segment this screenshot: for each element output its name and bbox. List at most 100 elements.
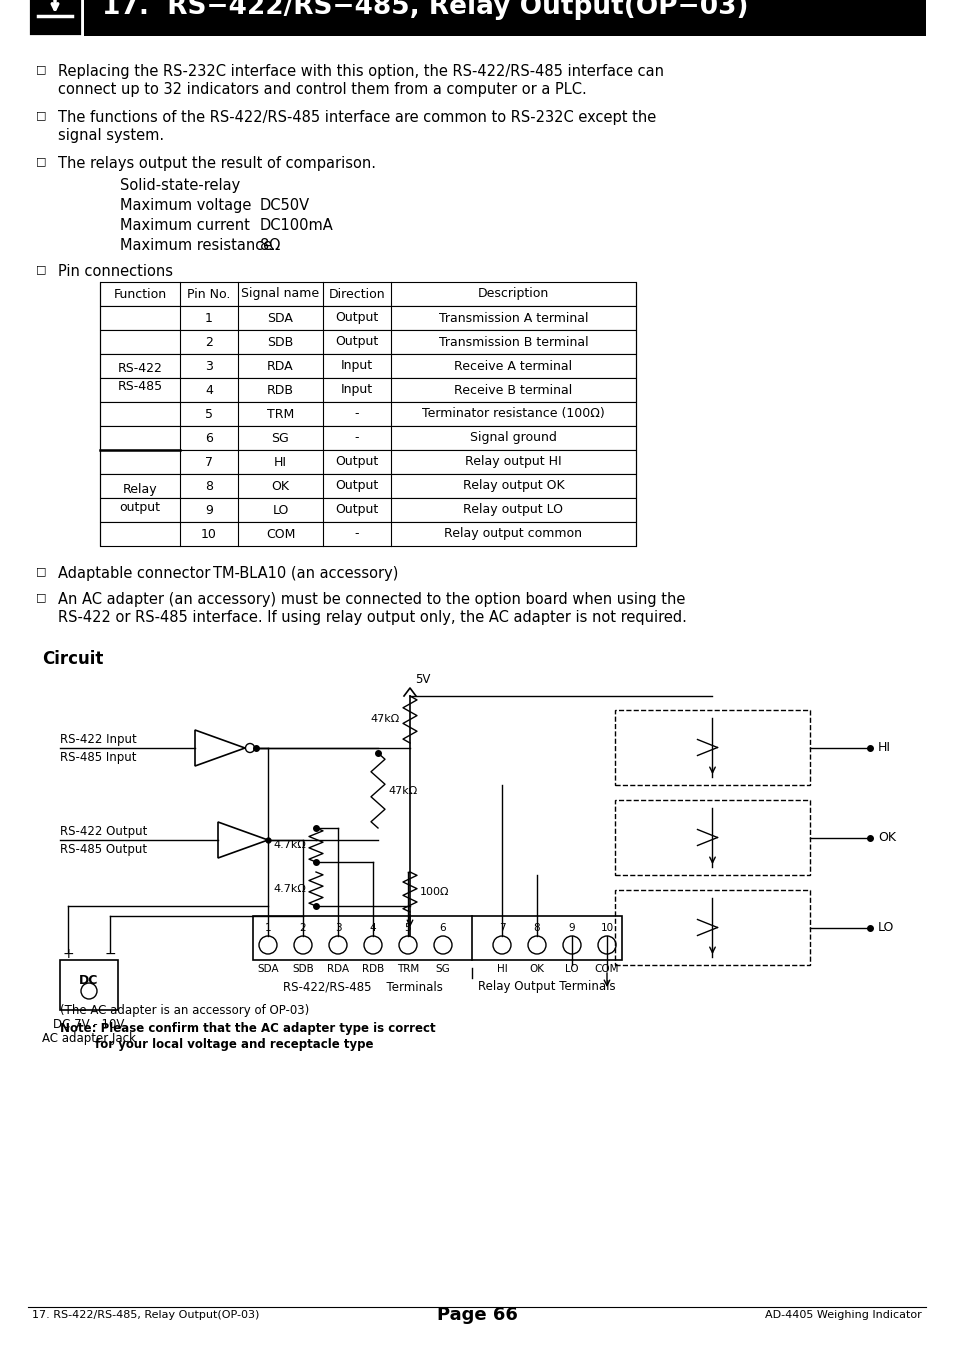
Text: RS-422 Input: RS-422 Input bbox=[60, 732, 136, 746]
Text: Direction: Direction bbox=[329, 288, 385, 300]
Text: Circuit: Circuit bbox=[42, 650, 103, 667]
Text: Output: Output bbox=[335, 455, 378, 469]
Text: An AC adapter (an accessory) must be connected to the option board when using th: An AC adapter (an accessory) must be con… bbox=[58, 592, 684, 607]
Text: 6: 6 bbox=[439, 923, 446, 934]
Text: Pin connections: Pin connections bbox=[58, 263, 172, 280]
Text: RS-422/RS-485    Terminals: RS-422/RS-485 Terminals bbox=[282, 979, 442, 993]
Text: 17.  RS−422/RS−485, Relay Output(OP−03): 17. RS−422/RS−485, Relay Output(OP−03) bbox=[102, 0, 748, 20]
Text: 3: 3 bbox=[335, 923, 341, 934]
Text: 17. RS-422/RS-485, Relay Output(OP-03): 17. RS-422/RS-485, Relay Output(OP-03) bbox=[32, 1310, 259, 1320]
Text: □: □ bbox=[36, 592, 47, 603]
Text: 7: 7 bbox=[205, 455, 213, 469]
Text: Note: Please confirm that the AC adapter type is correct: Note: Please confirm that the AC adapter… bbox=[60, 1021, 436, 1035]
Text: Replacing the RS-232C interface with this option, the RS-422/RS-485 interface ca: Replacing the RS-232C interface with thi… bbox=[58, 63, 663, 78]
Text: 2: 2 bbox=[205, 335, 213, 349]
Text: 5: 5 bbox=[404, 923, 411, 934]
Text: OK: OK bbox=[877, 831, 895, 844]
Text: SDB: SDB bbox=[292, 965, 314, 974]
Bar bbox=[615, 890, 809, 965]
Text: □: □ bbox=[36, 263, 47, 274]
Text: Input: Input bbox=[340, 384, 373, 396]
Text: SG: SG bbox=[436, 965, 450, 974]
Text: 4: 4 bbox=[370, 923, 375, 934]
Text: Transmission A terminal: Transmission A terminal bbox=[438, 312, 588, 324]
Text: 6: 6 bbox=[205, 431, 213, 444]
Text: DC50V: DC50V bbox=[260, 199, 310, 213]
Text: DC 7V - 10V: DC 7V - 10V bbox=[53, 1019, 125, 1031]
Text: Input: Input bbox=[340, 359, 373, 373]
Text: 47kΩ: 47kΩ bbox=[371, 715, 399, 724]
Text: −: − bbox=[104, 947, 115, 961]
Bar bbox=[100, 354, 636, 378]
Bar bbox=[100, 330, 636, 354]
Text: OK: OK bbox=[529, 965, 544, 974]
Bar bbox=[100, 403, 636, 426]
Text: RS-485 Input: RS-485 Input bbox=[60, 751, 136, 763]
Text: Solid-state-relay: Solid-state-relay bbox=[120, 178, 240, 193]
Text: Signal ground: Signal ground bbox=[470, 431, 557, 444]
Text: □: □ bbox=[36, 109, 47, 120]
Text: Relay
output: Relay output bbox=[119, 482, 160, 513]
Bar bbox=[100, 426, 636, 450]
Text: □: □ bbox=[36, 155, 47, 166]
Text: Page 66: Page 66 bbox=[436, 1306, 517, 1324]
Text: 4: 4 bbox=[205, 384, 213, 396]
Text: 47kΩ: 47kΩ bbox=[388, 785, 416, 796]
Text: -: - bbox=[355, 408, 359, 420]
Text: Function: Function bbox=[113, 288, 167, 300]
Text: -: - bbox=[355, 527, 359, 540]
Text: RDA: RDA bbox=[267, 359, 294, 373]
Text: 8: 8 bbox=[533, 923, 539, 934]
Text: TRM: TRM bbox=[267, 408, 294, 420]
Text: Output: Output bbox=[335, 312, 378, 324]
Text: OK: OK bbox=[272, 480, 289, 493]
Text: Pin No.: Pin No. bbox=[187, 288, 231, 300]
Text: The relays output the result of comparison.: The relays output the result of comparis… bbox=[58, 155, 375, 172]
Bar bbox=[100, 521, 636, 546]
Text: 4.7kΩ: 4.7kΩ bbox=[273, 840, 306, 850]
Text: for your local voltage and receptacle type: for your local voltage and receptacle ty… bbox=[95, 1038, 374, 1051]
Text: DC100mA: DC100mA bbox=[260, 218, 334, 232]
Text: RDB: RDB bbox=[267, 384, 294, 396]
Text: LO: LO bbox=[272, 504, 289, 516]
Bar bbox=[100, 282, 636, 305]
Text: 5V: 5V bbox=[415, 673, 430, 686]
Text: Relay output common: Relay output common bbox=[444, 527, 582, 540]
Text: Receive B terminal: Receive B terminal bbox=[454, 384, 572, 396]
Bar bbox=[100, 378, 636, 403]
Text: Maximum resistance: Maximum resistance bbox=[120, 238, 272, 253]
Text: 10: 10 bbox=[201, 527, 216, 540]
Text: AC adapter Jack: AC adapter Jack bbox=[42, 1032, 135, 1046]
Text: HI: HI bbox=[497, 965, 507, 974]
Text: RDA: RDA bbox=[327, 965, 349, 974]
Text: SG: SG bbox=[272, 431, 289, 444]
Text: 9: 9 bbox=[568, 923, 575, 934]
Text: Relay output OK: Relay output OK bbox=[462, 480, 564, 493]
Text: Relay Output Terminals: Relay Output Terminals bbox=[478, 979, 616, 993]
Bar bbox=[100, 305, 636, 330]
Text: □: □ bbox=[36, 566, 47, 576]
Text: Output: Output bbox=[335, 335, 378, 349]
Text: SDA: SDA bbox=[257, 965, 278, 974]
Bar bbox=[28, 0, 82, 36]
Text: connect up to 32 indicators and control them from a computer or a PLC.: connect up to 32 indicators and control … bbox=[58, 82, 586, 97]
Text: 100Ω: 100Ω bbox=[419, 888, 449, 897]
Text: 5: 5 bbox=[205, 408, 213, 420]
Text: 4.7kΩ: 4.7kΩ bbox=[273, 884, 306, 894]
Text: (The AC adapter is an accessory of OP-03): (The AC adapter is an accessory of OP-03… bbox=[60, 1004, 309, 1017]
Text: Signal name: Signal name bbox=[241, 288, 319, 300]
Text: -: - bbox=[355, 431, 359, 444]
Text: Transmission B terminal: Transmission B terminal bbox=[438, 335, 588, 349]
Text: AD-4405 Weighing Indicator: AD-4405 Weighing Indicator bbox=[764, 1310, 921, 1320]
Text: Description: Description bbox=[477, 288, 549, 300]
Text: 7: 7 bbox=[498, 923, 505, 934]
Text: 1: 1 bbox=[264, 923, 271, 934]
Text: Adaptable connector: Adaptable connector bbox=[58, 566, 211, 581]
Text: The functions of the RS-422/RS-485 interface are common to RS-232C except the: The functions of the RS-422/RS-485 inter… bbox=[58, 109, 656, 126]
Bar bbox=[615, 711, 809, 785]
Text: Maximum voltage: Maximum voltage bbox=[120, 199, 251, 213]
Text: 1: 1 bbox=[205, 312, 213, 324]
Text: HI: HI bbox=[877, 740, 890, 754]
Text: LO: LO bbox=[564, 965, 578, 974]
Text: COM: COM bbox=[594, 965, 618, 974]
